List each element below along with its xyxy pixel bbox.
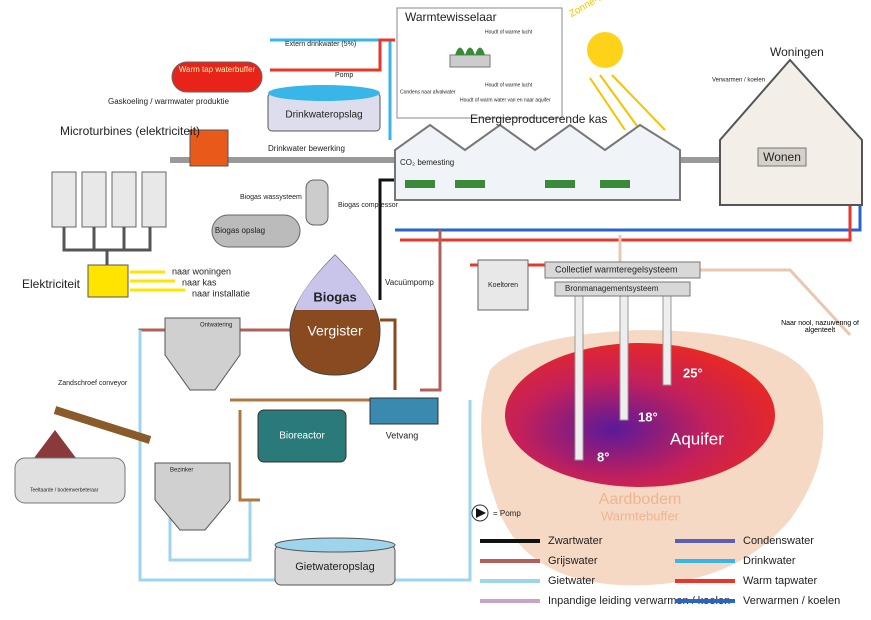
inset-title: Warmtewisselaar	[405, 10, 497, 24]
pomp-label: Pomp	[335, 72, 353, 79]
compressor: Biogas compressor	[338, 202, 399, 209]
legend-label: Condenswater	[743, 535, 814, 547]
co2: CO₂ bemesting	[400, 158, 454, 167]
regelsysteem: Collectief warmteregelsysteem	[555, 264, 678, 274]
sun-label: Zonne-energie	[567, 0, 629, 20]
vergister-label: Vergister	[307, 323, 363, 339]
biogas: Biogas	[313, 289, 356, 304]
inset-note: Houdt of warme lucht	[485, 82, 533, 88]
houses-title: Woningen	[770, 45, 824, 59]
legend-label: Zwartwater	[548, 535, 603, 547]
teeltaarde: Teeltaarde / bodemverbeteraar	[30, 487, 99, 493]
vacuumpomp: Vacuümpomp	[385, 278, 434, 287]
extern: Extern drinkwater (5%)	[285, 41, 356, 48]
inset-note: Condens naar afvalwater	[400, 89, 456, 95]
gaskoeling: Gaskoeling / warmwater produktie	[108, 97, 229, 106]
pump-legend: = Pomp	[493, 509, 521, 518]
zandschroef: Zandschroef conveyor	[58, 380, 128, 387]
ontwatering: Ontwatering	[200, 323, 232, 329]
opslag: Biogas opslag	[215, 226, 265, 235]
legend-label: Gietwater	[548, 575, 595, 587]
temp: 8°	[597, 449, 609, 464]
legend-label: Warm tapwater	[743, 575, 818, 587]
wassysteem: Biogas wassysteem	[240, 194, 302, 201]
naar-box: Naar nool, nazuivering of algenteelt	[780, 320, 860, 360]
elektriciteit: Elektriciteit	[22, 277, 81, 291]
naar: Naar nool, nazuivering of algenteelt	[780, 320, 860, 334]
temp: 25°	[683, 365, 703, 380]
temp: 18°	[638, 409, 658, 424]
inset-note: Houdt of warm water van en naar aquifer	[460, 97, 551, 103]
aquifer-label: Aquifer	[670, 429, 724, 448]
kas-label: Energieproducerende kas	[470, 112, 607, 126]
gietwater-label: Gietwateropslag	[295, 561, 375, 573]
microturbines: Microturbines (elektriciteit)	[60, 124, 200, 138]
vetvang: Vetvang	[386, 430, 419, 440]
houses-heating: Verwarmen / koelen	[712, 78, 765, 84]
tap-buffer-label: Warm tap waterbuffer	[179, 65, 256, 74]
soil-label: Aardbodem	[599, 491, 682, 508]
elek-target: naar installatie	[192, 288, 250, 298]
living: Wonen	[763, 150, 801, 164]
legend-label: Drinkwater	[743, 555, 796, 567]
elek-target: naar kas	[182, 277, 217, 287]
bewerking: Drinkwater bewerking	[268, 144, 345, 153]
inset-note: Houdt of warme lucht	[485, 29, 533, 35]
legend-label: Verwarmen / koelen	[743, 595, 840, 607]
soil-sub: Warmtebuffer	[601, 508, 680, 523]
legend-label: Grijswater	[548, 555, 598, 567]
elek-target: naar woningen	[172, 266, 231, 276]
diagram: 25° 18° 8° Aquifer Aardbodem Warmtebuffe…	[0, 0, 871, 615]
drinkwater-label: Drinkwateropslag	[285, 110, 362, 121]
sun	[587, 32, 623, 68]
bronmanagement: Bronmanagementsysteem	[565, 284, 659, 293]
koeltoren: Koeltoren	[488, 282, 518, 289]
bioreactor: Bioreactor	[279, 431, 325, 442]
bezinker: Bezinker	[170, 468, 193, 474]
